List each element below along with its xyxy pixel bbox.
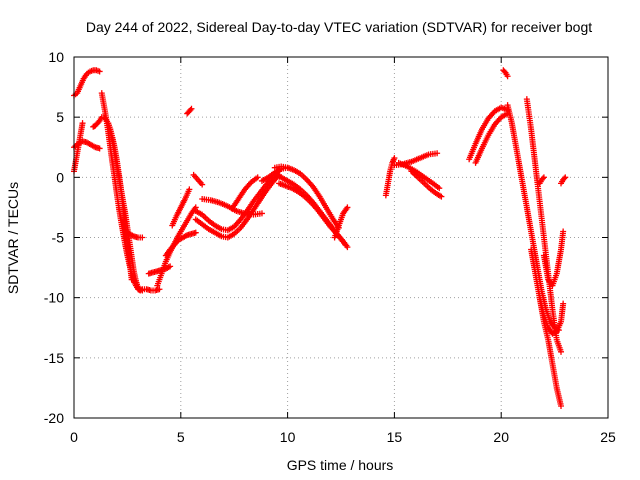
data-point	[558, 348, 565, 355]
series-arc11	[162, 229, 199, 259]
x-tick-labels: 0 5 10 15 20 25	[70, 429, 616, 445]
data-point	[96, 145, 103, 152]
series-arc30	[500, 67, 511, 80]
series-arc13	[184, 105, 195, 117]
data-point	[436, 185, 443, 192]
data-point	[188, 105, 195, 112]
data-point	[192, 229, 199, 236]
x-tick-label: 5	[177, 429, 185, 445]
y-tick-labels: -20 -15 -10 -5 0 5 10	[44, 49, 64, 426]
y-tick-label: 10	[48, 49, 64, 65]
y-tick-label: -5	[52, 230, 65, 246]
series-arc27	[408, 168, 445, 200]
series-arc9	[145, 263, 174, 277]
series-arc14	[190, 171, 206, 188]
data-point-interp	[501, 68, 508, 75]
data-point	[560, 300, 567, 307]
series-arc5	[98, 90, 144, 294]
series-arc36	[558, 174, 569, 187]
series-arc35	[536, 294, 567, 337]
chart-title: Day 244 of 2022, Sidereal Day-to-day VTE…	[86, 19, 592, 35]
data-point	[254, 174, 261, 181]
series-arc7	[122, 228, 146, 241]
axis-ticks	[73, 56, 609, 419]
x-tick-label: 0	[70, 429, 78, 445]
data-point	[96, 68, 103, 75]
series-arc12	[169, 186, 193, 229]
series-arc22	[276, 180, 351, 251]
series-arc32	[523, 96, 565, 355]
data-point-interp	[187, 106, 194, 113]
data-point	[344, 244, 351, 251]
series-arc1	[71, 67, 103, 99]
data-point	[79, 120, 86, 127]
series-arc24	[382, 155, 398, 199]
series-arc37	[536, 174, 547, 187]
data-point-interp	[95, 118, 102, 125]
x-tick-label: 10	[280, 429, 296, 445]
data-point-interp	[539, 175, 546, 182]
x-tick-label: 15	[387, 429, 403, 445]
data-points	[71, 67, 569, 409]
x-tick-label: 25	[600, 429, 616, 445]
data-point	[434, 150, 441, 157]
data-point	[199, 181, 206, 188]
series-arc6	[105, 120, 146, 294]
data-point	[558, 402, 565, 409]
y-tick-label: 0	[56, 169, 64, 185]
series-arc34	[540, 228, 567, 289]
series-arc17	[199, 195, 265, 218]
series-arc18	[229, 174, 261, 212]
x-axis-label: GPS time / hours	[287, 457, 394, 473]
data-point	[156, 286, 163, 293]
series-arc28	[466, 104, 511, 163]
x-tick-label: 20	[493, 429, 509, 445]
y-tick-label: -20	[44, 410, 64, 426]
series-arc8	[139, 286, 163, 294]
y-tick-label: -15	[44, 350, 64, 366]
data-point	[258, 210, 265, 217]
y-tick-label: 5	[56, 109, 64, 125]
data-point	[562, 174, 569, 181]
series-arc26	[395, 159, 443, 192]
data-point	[186, 186, 193, 193]
series-arc20	[271, 163, 342, 231]
data-point	[540, 174, 547, 181]
data-point	[139, 234, 146, 241]
y-tick-label: -10	[44, 290, 64, 306]
series-arc23	[331, 204, 351, 241]
data-point	[344, 204, 351, 211]
data-point	[504, 73, 511, 80]
data-point	[391, 155, 398, 162]
data-point	[438, 193, 445, 200]
y-axis-label: SDTVAR / TECUs	[5, 182, 21, 294]
data-point	[560, 228, 567, 235]
data-point	[167, 263, 174, 270]
data-point-interp	[561, 175, 568, 182]
